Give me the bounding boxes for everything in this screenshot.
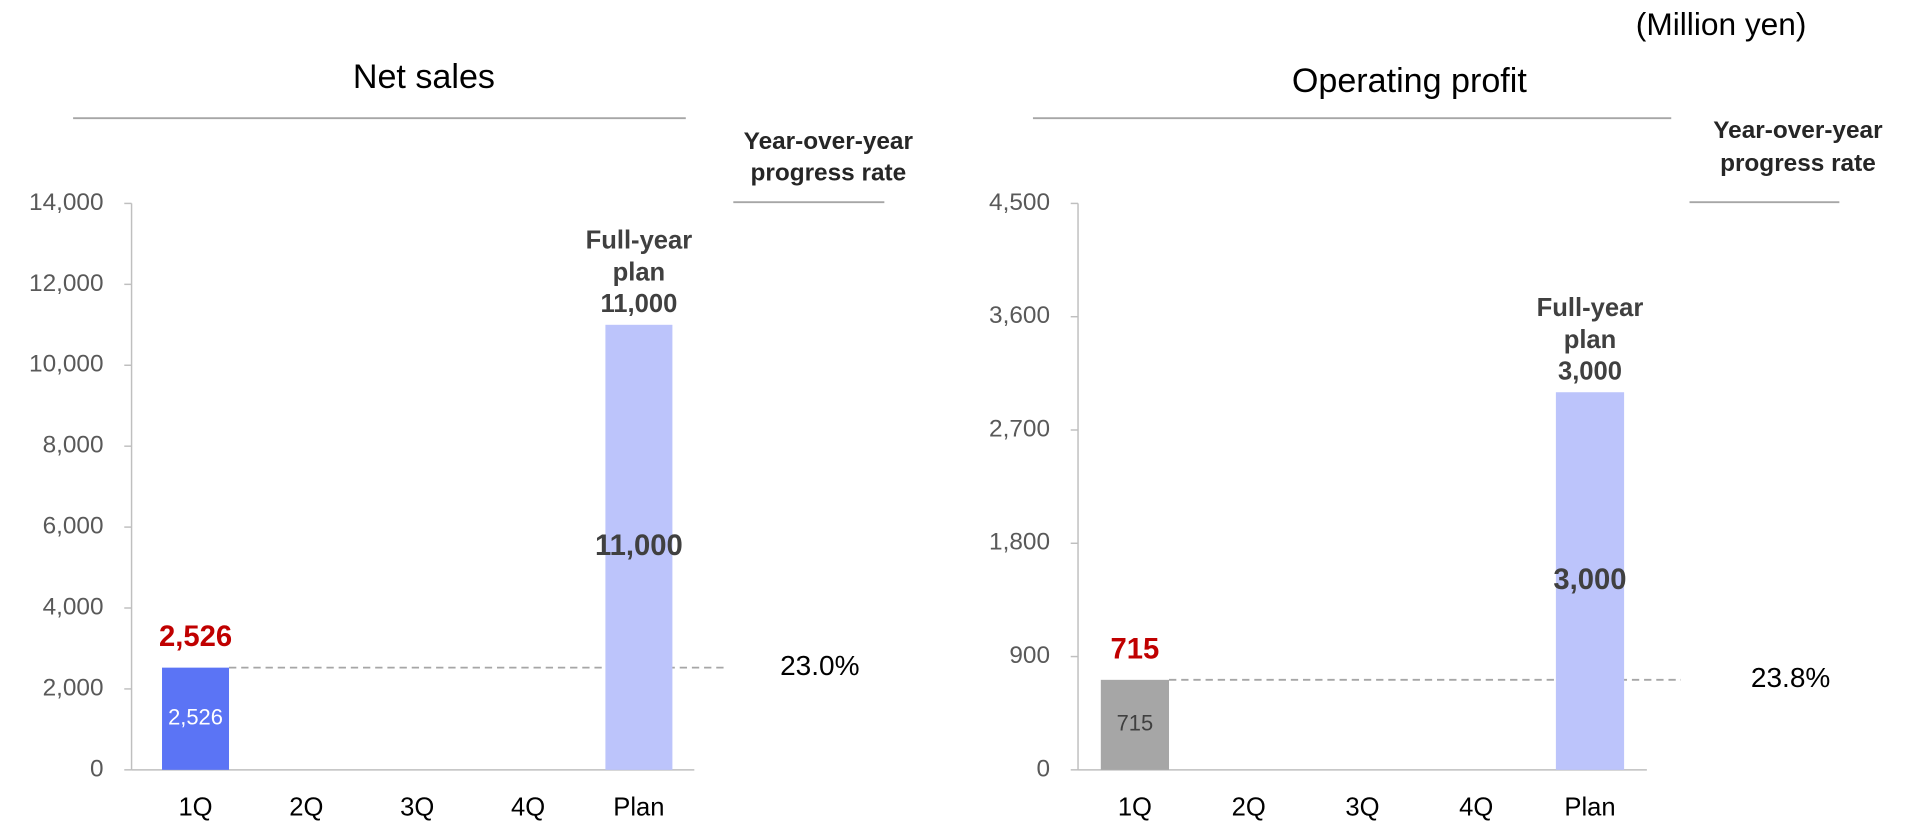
plan-annotation: plan	[613, 258, 666, 286]
plan-annotation: Full-year	[586, 227, 693, 255]
x-tick-label: 2Q	[1232, 794, 1266, 821]
chart-title: Net sales	[353, 58, 495, 96]
plan-annotation: plan	[1564, 326, 1617, 354]
y-tick-label: 2,000	[43, 674, 104, 701]
y-tick-label: 4,500	[989, 189, 1050, 216]
bar-inside-label: 2,526	[168, 705, 223, 730]
y-tick-label: 3,600	[989, 302, 1050, 329]
y-tick-label: 8,000	[43, 432, 104, 459]
y-tick-label: 900	[1009, 642, 1050, 669]
x-tick-label: 1Q	[178, 794, 212, 821]
bar-top-label: 11,000	[600, 290, 677, 318]
progress-header: Year-over-year	[1713, 117, 1883, 144]
bar-inside-label: 11,000	[595, 530, 683, 562]
progress-header: progress rate	[750, 160, 906, 187]
progress-header: Year-over-year	[744, 128, 914, 155]
y-tick-label: 1,800	[989, 529, 1050, 556]
bar-top-label: 2,526	[159, 621, 232, 653]
bar	[162, 667, 230, 770]
unit-label: (Million yen)	[1636, 6, 1807, 42]
chart-title: Operating profit	[1292, 62, 1528, 100]
x-tick-label: 4Q	[511, 794, 545, 821]
bar	[605, 324, 673, 770]
y-tick-label: 10,000	[29, 351, 104, 378]
y-tick-label: 0	[90, 755, 104, 782]
y-tick-label: 4,000	[43, 593, 104, 620]
x-tick-label: 2Q	[289, 794, 323, 821]
y-tick-label: 6,000	[43, 513, 104, 540]
x-tick-label: 3Q	[1345, 794, 1379, 821]
x-tick-label: Plan	[613, 794, 664, 821]
y-tick-label: 12,000	[29, 270, 104, 297]
bar-top-label: 715	[1111, 633, 1160, 665]
y-tick-label: 2,700	[989, 415, 1050, 442]
x-tick-label: 4Q	[1459, 794, 1493, 821]
x-tick-label: Plan	[1564, 794, 1615, 821]
bar-top-label: 3,000	[1558, 357, 1622, 385]
x-tick-label: 1Q	[1118, 794, 1152, 821]
bar-inside-label: 3,000	[1553, 564, 1626, 596]
y-tick-label: 0	[1036, 755, 1050, 782]
bar-inside-label: 715	[1117, 711, 1154, 736]
x-tick-label: 3Q	[400, 794, 434, 821]
bar	[1100, 679, 1170, 770]
bar	[1555, 392, 1625, 770]
y-tick-label: 14,000	[29, 189, 104, 216]
progress-rate: 23.8%	[1751, 662, 1830, 693]
progress-rate: 23.0%	[780, 650, 859, 681]
progress-header: progress rate	[1720, 150, 1876, 177]
plan-annotation: Full-year	[1537, 294, 1644, 322]
